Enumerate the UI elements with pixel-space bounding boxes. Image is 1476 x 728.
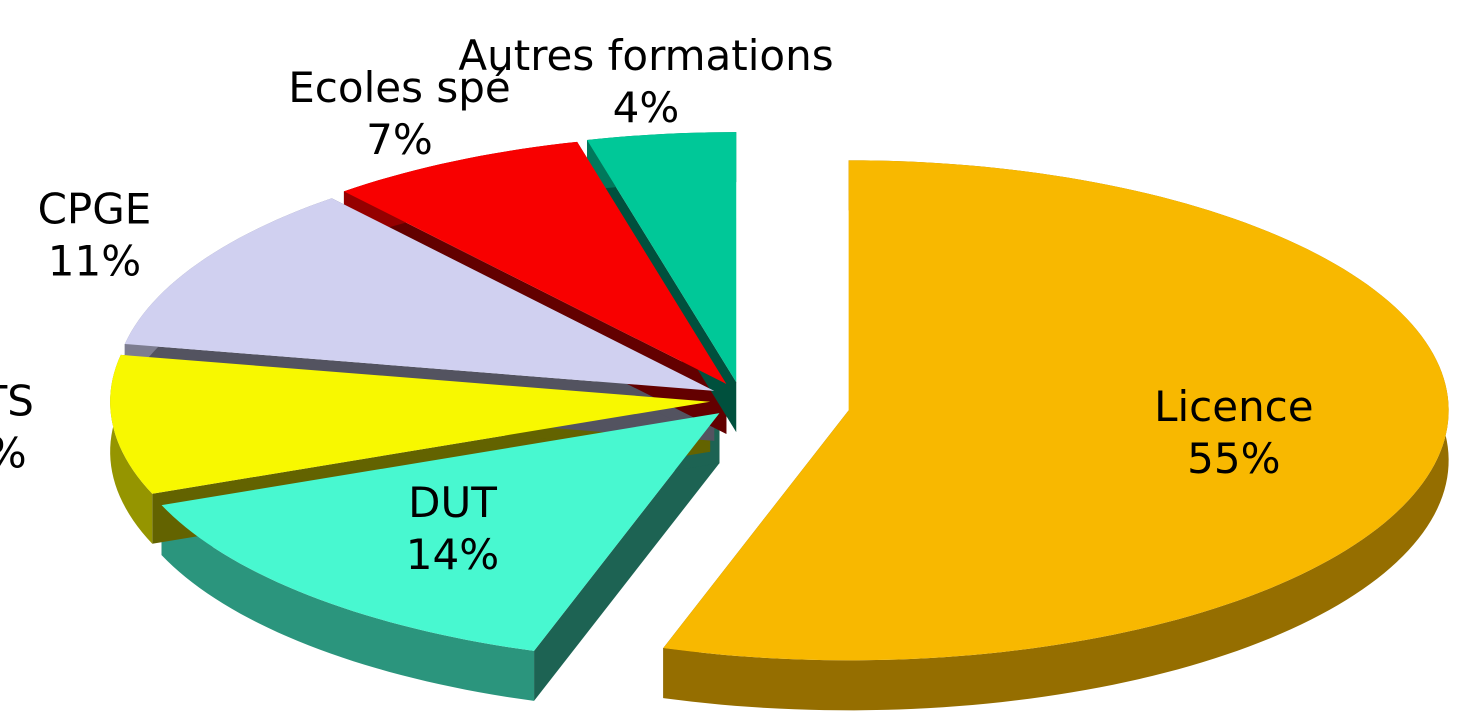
slice-label: CPGE <box>38 185 152 234</box>
slice-label: Ecoles spé <box>288 63 510 112</box>
slice-wall <box>161 505 535 701</box>
slice <box>124 198 715 391</box>
slice <box>663 160 1449 661</box>
slice-value-label: 14% <box>406 530 499 579</box>
slice-value-label: 11% <box>48 237 141 286</box>
slice-side <box>534 413 720 701</box>
slice-label: Autres formations <box>458 31 833 80</box>
slice-label: Licence <box>1154 382 1314 431</box>
slice-label: DUT <box>408 478 497 527</box>
slice <box>587 132 737 383</box>
slice-label: BTS <box>0 376 34 425</box>
slice <box>343 141 727 384</box>
slice-value-label: 7% <box>366 115 433 164</box>
slice-value-label: 9% <box>0 428 27 477</box>
slice <box>161 413 720 651</box>
slice-value-label: 55% <box>1187 434 1280 483</box>
slice-value-label: 4% <box>613 83 680 132</box>
slice <box>110 354 711 494</box>
